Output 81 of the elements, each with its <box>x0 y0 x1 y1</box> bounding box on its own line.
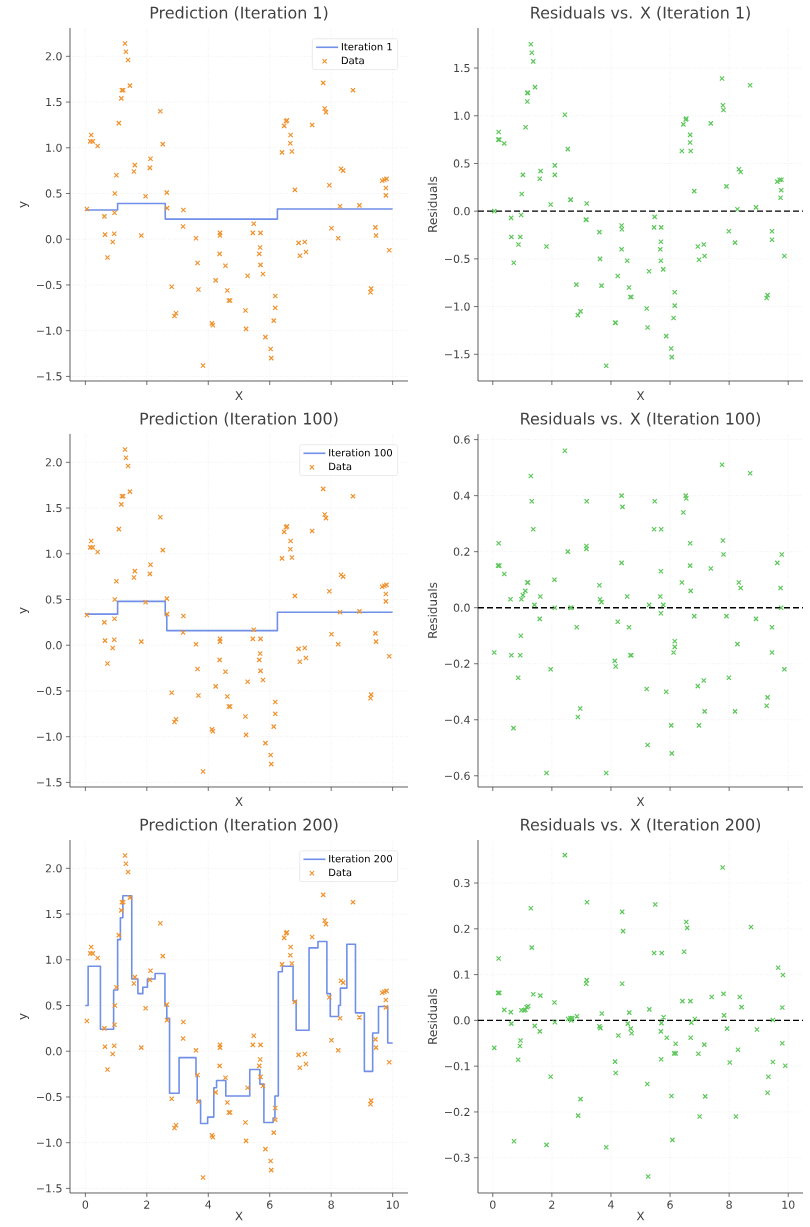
y-tick-label: 0.3 <box>453 878 470 888</box>
x-tick-label: 10 <box>782 1200 795 1209</box>
y-tick-label: 2.0 <box>45 52 62 61</box>
y-axis-title: Residuals <box>427 176 438 232</box>
y-tick-label: 0.0 <box>453 603 470 612</box>
y-tick-label: −1.0 <box>445 302 470 311</box>
y-tick-label: −0.3 <box>445 1153 470 1162</box>
x-tick-label: 6 <box>667 1200 673 1209</box>
y-tick-label: −1.5 <box>37 1184 62 1193</box>
y-tick-label: 0.5 <box>45 595 62 604</box>
y-tick-label: −1.5 <box>445 350 470 359</box>
y-axis-title: y <box>20 201 30 208</box>
y-axis-title: y <box>20 1013 30 1020</box>
y-tick-label: 0.4 <box>453 491 470 500</box>
chart-title: Prediction (Iteration 200) <box>140 818 338 833</box>
y-tick-label: 0.0 <box>45 235 62 244</box>
y-tick-label: 0.0 <box>453 207 470 216</box>
chart-title: Prediction (Iteration 1) <box>150 6 328 21</box>
y-tick-label: 1.5 <box>454 63 470 73</box>
x-axis-title: X <box>636 797 645 807</box>
y-tick-label: 0.5 <box>453 159 470 168</box>
y-tick-label: 0.5 <box>45 1001 62 1010</box>
legend-label: Iteration 200 <box>329 854 393 863</box>
y-tick-label: −1.0 <box>37 732 62 741</box>
y-tick-label: 0.0 <box>45 1047 62 1056</box>
x-axis-title: X <box>636 391 645 401</box>
x-tick-label: 0 <box>490 1200 496 1209</box>
x-tick-label: 2 <box>144 1200 150 1209</box>
y-axis-title: y <box>20 607 30 614</box>
x-tick-label: 6 <box>267 1200 273 1209</box>
x-tick-label: 4 <box>608 1200 614 1209</box>
x-tick-label: 0 <box>82 1200 89 1209</box>
y-tick-label: 0.0 <box>453 1016 470 1025</box>
y-tick-label: −1.0 <box>37 1138 62 1147</box>
chart-title: Prediction (Iteration 100) <box>140 412 338 427</box>
y-tick-label: 0.5 <box>45 189 62 198</box>
y-tick-label: −0.2 <box>445 659 470 668</box>
y-tick-label: 1.0 <box>46 549 62 558</box>
y-tick-label: 0.2 <box>453 924 470 933</box>
x-tick-label: 8 <box>726 1200 732 1209</box>
y-tick-label: 2.0 <box>45 458 62 467</box>
y-tick-label: −0.5 <box>37 280 62 290</box>
y-tick-label: 0.6 <box>453 435 470 444</box>
y-tick-label: 1.0 <box>46 143 62 152</box>
y-tick-label: −0.5 <box>37 686 62 696</box>
y-tick-label: −0.5 <box>37 1092 62 1102</box>
legend-label: Iteration 100 <box>329 448 393 457</box>
x-axis-title: X <box>235 1211 243 1221</box>
y-axis-title: Residuals <box>427 988 438 1044</box>
x-axis-title: X <box>235 391 243 401</box>
y-tick-label: −0.4 <box>445 715 470 724</box>
x-tick-label: 10 <box>386 1200 399 1209</box>
x-tick-label: 8 <box>328 1200 334 1209</box>
chart-title: Residuals vs. X (Iteration 200) <box>521 818 761 833</box>
y-tick-label: −0.1 <box>445 1062 470 1071</box>
y-tick-label: 2.0 <box>45 864 62 873</box>
legend-label: Data <box>329 462 352 471</box>
y-axis-title: Residuals <box>427 582 438 638</box>
legend-label: Iteration 1 <box>341 42 392 51</box>
x-tick-label: 2 <box>549 1200 555 1209</box>
y-tick-label: 1.5 <box>46 97 62 107</box>
y-tick-label: 1.5 <box>46 910 62 919</box>
y-tick-label: 1.5 <box>46 503 62 513</box>
x-tick-label: 4 <box>205 1200 212 1209</box>
legend-label: Data <box>329 868 352 877</box>
y-tick-label: 0.2 <box>453 547 470 556</box>
y-tick-label: −1.0 <box>37 326 62 335</box>
y-tick-label: 0.1 <box>453 970 470 979</box>
x-axis-title: X <box>235 797 243 807</box>
y-tick-label: −0.5 <box>445 254 470 264</box>
y-tick-label: −1.5 <box>37 778 62 787</box>
y-tick-label: 0.0 <box>45 641 62 650</box>
y-tick-label: −1.5 <box>37 372 62 381</box>
y-tick-label: 1.0 <box>46 955 62 964</box>
chart-title: Residuals vs. X (Iteration 1) <box>531 6 750 21</box>
y-tick-label: −0.6 <box>445 771 470 780</box>
y-tick-label: −0.2 <box>445 1107 470 1117</box>
legend-label: Data <box>341 56 364 65</box>
x-axis-title: X <box>636 1211 645 1221</box>
chart-title: Residuals vs. X (Iteration 100) <box>521 412 761 427</box>
y-tick-label: 1.0 <box>454 111 470 120</box>
